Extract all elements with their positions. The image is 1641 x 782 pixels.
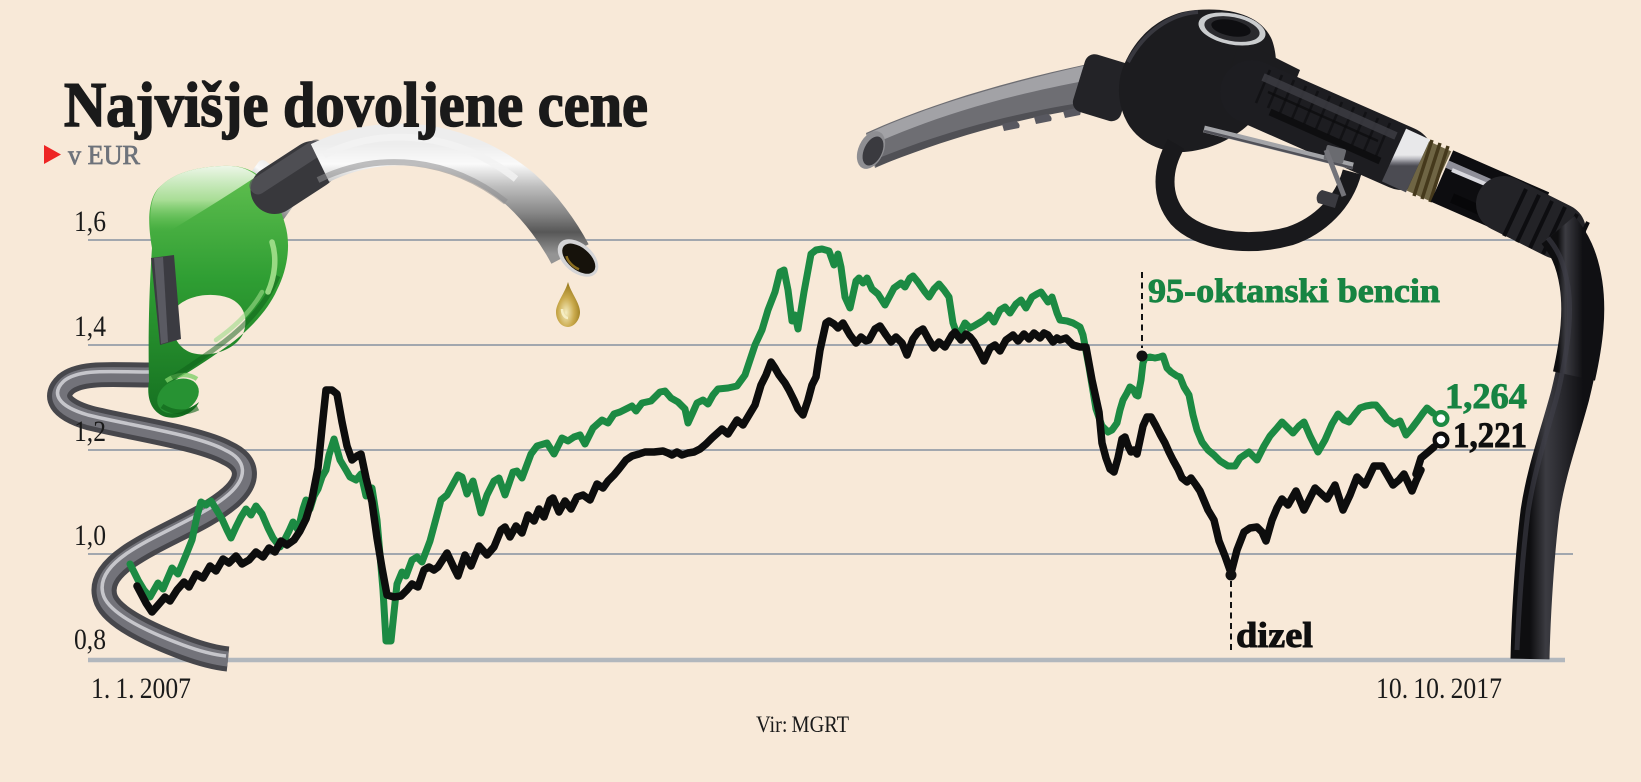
svg-text:1,4: 1,4 [74,310,106,343]
svg-text:1,6: 1,6 [74,205,106,238]
svg-text:95-oktanski bencin: 95-oktanski bencin [1148,273,1440,310]
svg-text:1,0: 1,0 [74,519,106,552]
svg-text:10. 10. 2017: 10. 10. 2017 [1376,672,1502,705]
svg-text:1. 1. 2007: 1. 1. 2007 [91,672,191,705]
svg-text:v EUR: v EUR [68,140,140,170]
svg-text:0,8: 0,8 [74,623,106,656]
svg-text:1,264: 1,264 [1445,376,1527,416]
svg-text:1,221: 1,221 [1453,415,1527,455]
svg-text:1,2: 1,2 [74,415,106,448]
svg-text:dizel: dizel [1236,615,1313,655]
svg-text:Najvišje dovoljene cene: Najvišje dovoljene cene [64,70,648,140]
svg-text:Vir: MGRT: Vir: MGRT [756,712,849,737]
